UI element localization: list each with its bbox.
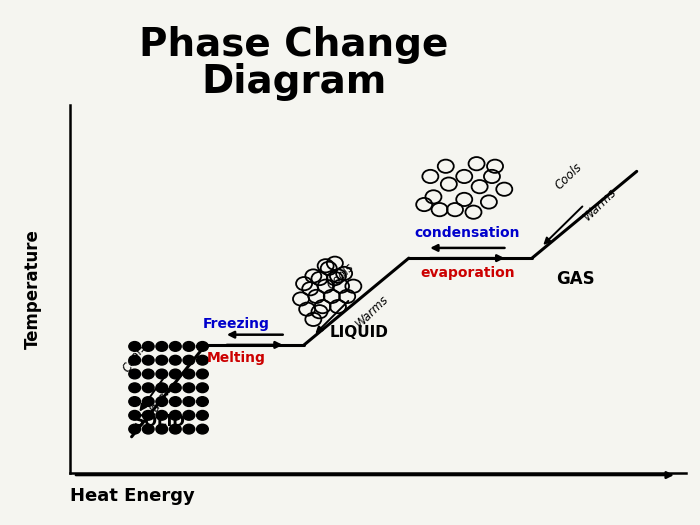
Circle shape xyxy=(156,411,167,420)
Circle shape xyxy=(129,369,141,379)
Circle shape xyxy=(197,342,209,351)
Text: GAS: GAS xyxy=(556,269,594,288)
Text: Diagram: Diagram xyxy=(202,63,386,101)
Circle shape xyxy=(156,355,167,365)
Circle shape xyxy=(129,342,141,351)
Circle shape xyxy=(183,424,195,434)
Circle shape xyxy=(129,355,141,365)
Circle shape xyxy=(142,342,154,351)
Circle shape xyxy=(169,411,181,420)
Circle shape xyxy=(156,342,167,351)
Text: Warms: Warms xyxy=(353,293,391,331)
Text: Freezing: Freezing xyxy=(203,318,270,331)
Circle shape xyxy=(197,424,209,434)
Circle shape xyxy=(156,424,167,434)
Circle shape xyxy=(142,383,154,393)
Circle shape xyxy=(169,369,181,379)
Circle shape xyxy=(197,383,209,393)
Circle shape xyxy=(183,397,195,406)
Circle shape xyxy=(142,355,154,365)
Circle shape xyxy=(197,369,209,379)
Circle shape xyxy=(169,342,181,351)
Circle shape xyxy=(183,342,195,351)
Text: Warms: Warms xyxy=(143,381,176,422)
Circle shape xyxy=(129,383,141,393)
Text: LIQUID: LIQUID xyxy=(330,324,389,340)
Circle shape xyxy=(142,397,154,406)
Circle shape xyxy=(183,411,195,420)
Text: Temperature: Temperature xyxy=(24,229,42,349)
Circle shape xyxy=(183,383,195,393)
Circle shape xyxy=(142,411,154,420)
Circle shape xyxy=(197,355,209,365)
Text: Melting: Melting xyxy=(207,351,266,365)
Circle shape xyxy=(156,397,167,406)
Text: Warms: Warms xyxy=(580,186,619,223)
Circle shape xyxy=(169,397,181,406)
Circle shape xyxy=(129,424,141,434)
Text: condensation: condensation xyxy=(414,226,520,239)
Circle shape xyxy=(142,369,154,379)
Text: Cools: Cools xyxy=(120,341,149,375)
Circle shape xyxy=(169,424,181,434)
Text: Phase Change: Phase Change xyxy=(139,26,449,64)
Circle shape xyxy=(197,397,209,406)
Circle shape xyxy=(169,383,181,393)
Text: Cools: Cools xyxy=(553,161,585,192)
Circle shape xyxy=(142,424,154,434)
Circle shape xyxy=(129,397,141,406)
Text: evaporation: evaporation xyxy=(420,267,514,280)
Circle shape xyxy=(156,383,167,393)
Text: Cools: Cools xyxy=(325,260,357,292)
Text: Heat Energy: Heat Energy xyxy=(70,487,195,505)
Circle shape xyxy=(129,411,141,420)
Circle shape xyxy=(183,355,195,365)
Circle shape xyxy=(183,369,195,379)
Circle shape xyxy=(169,355,181,365)
Text: SOLID: SOLID xyxy=(134,414,186,429)
Circle shape xyxy=(197,411,209,420)
Circle shape xyxy=(156,369,167,379)
